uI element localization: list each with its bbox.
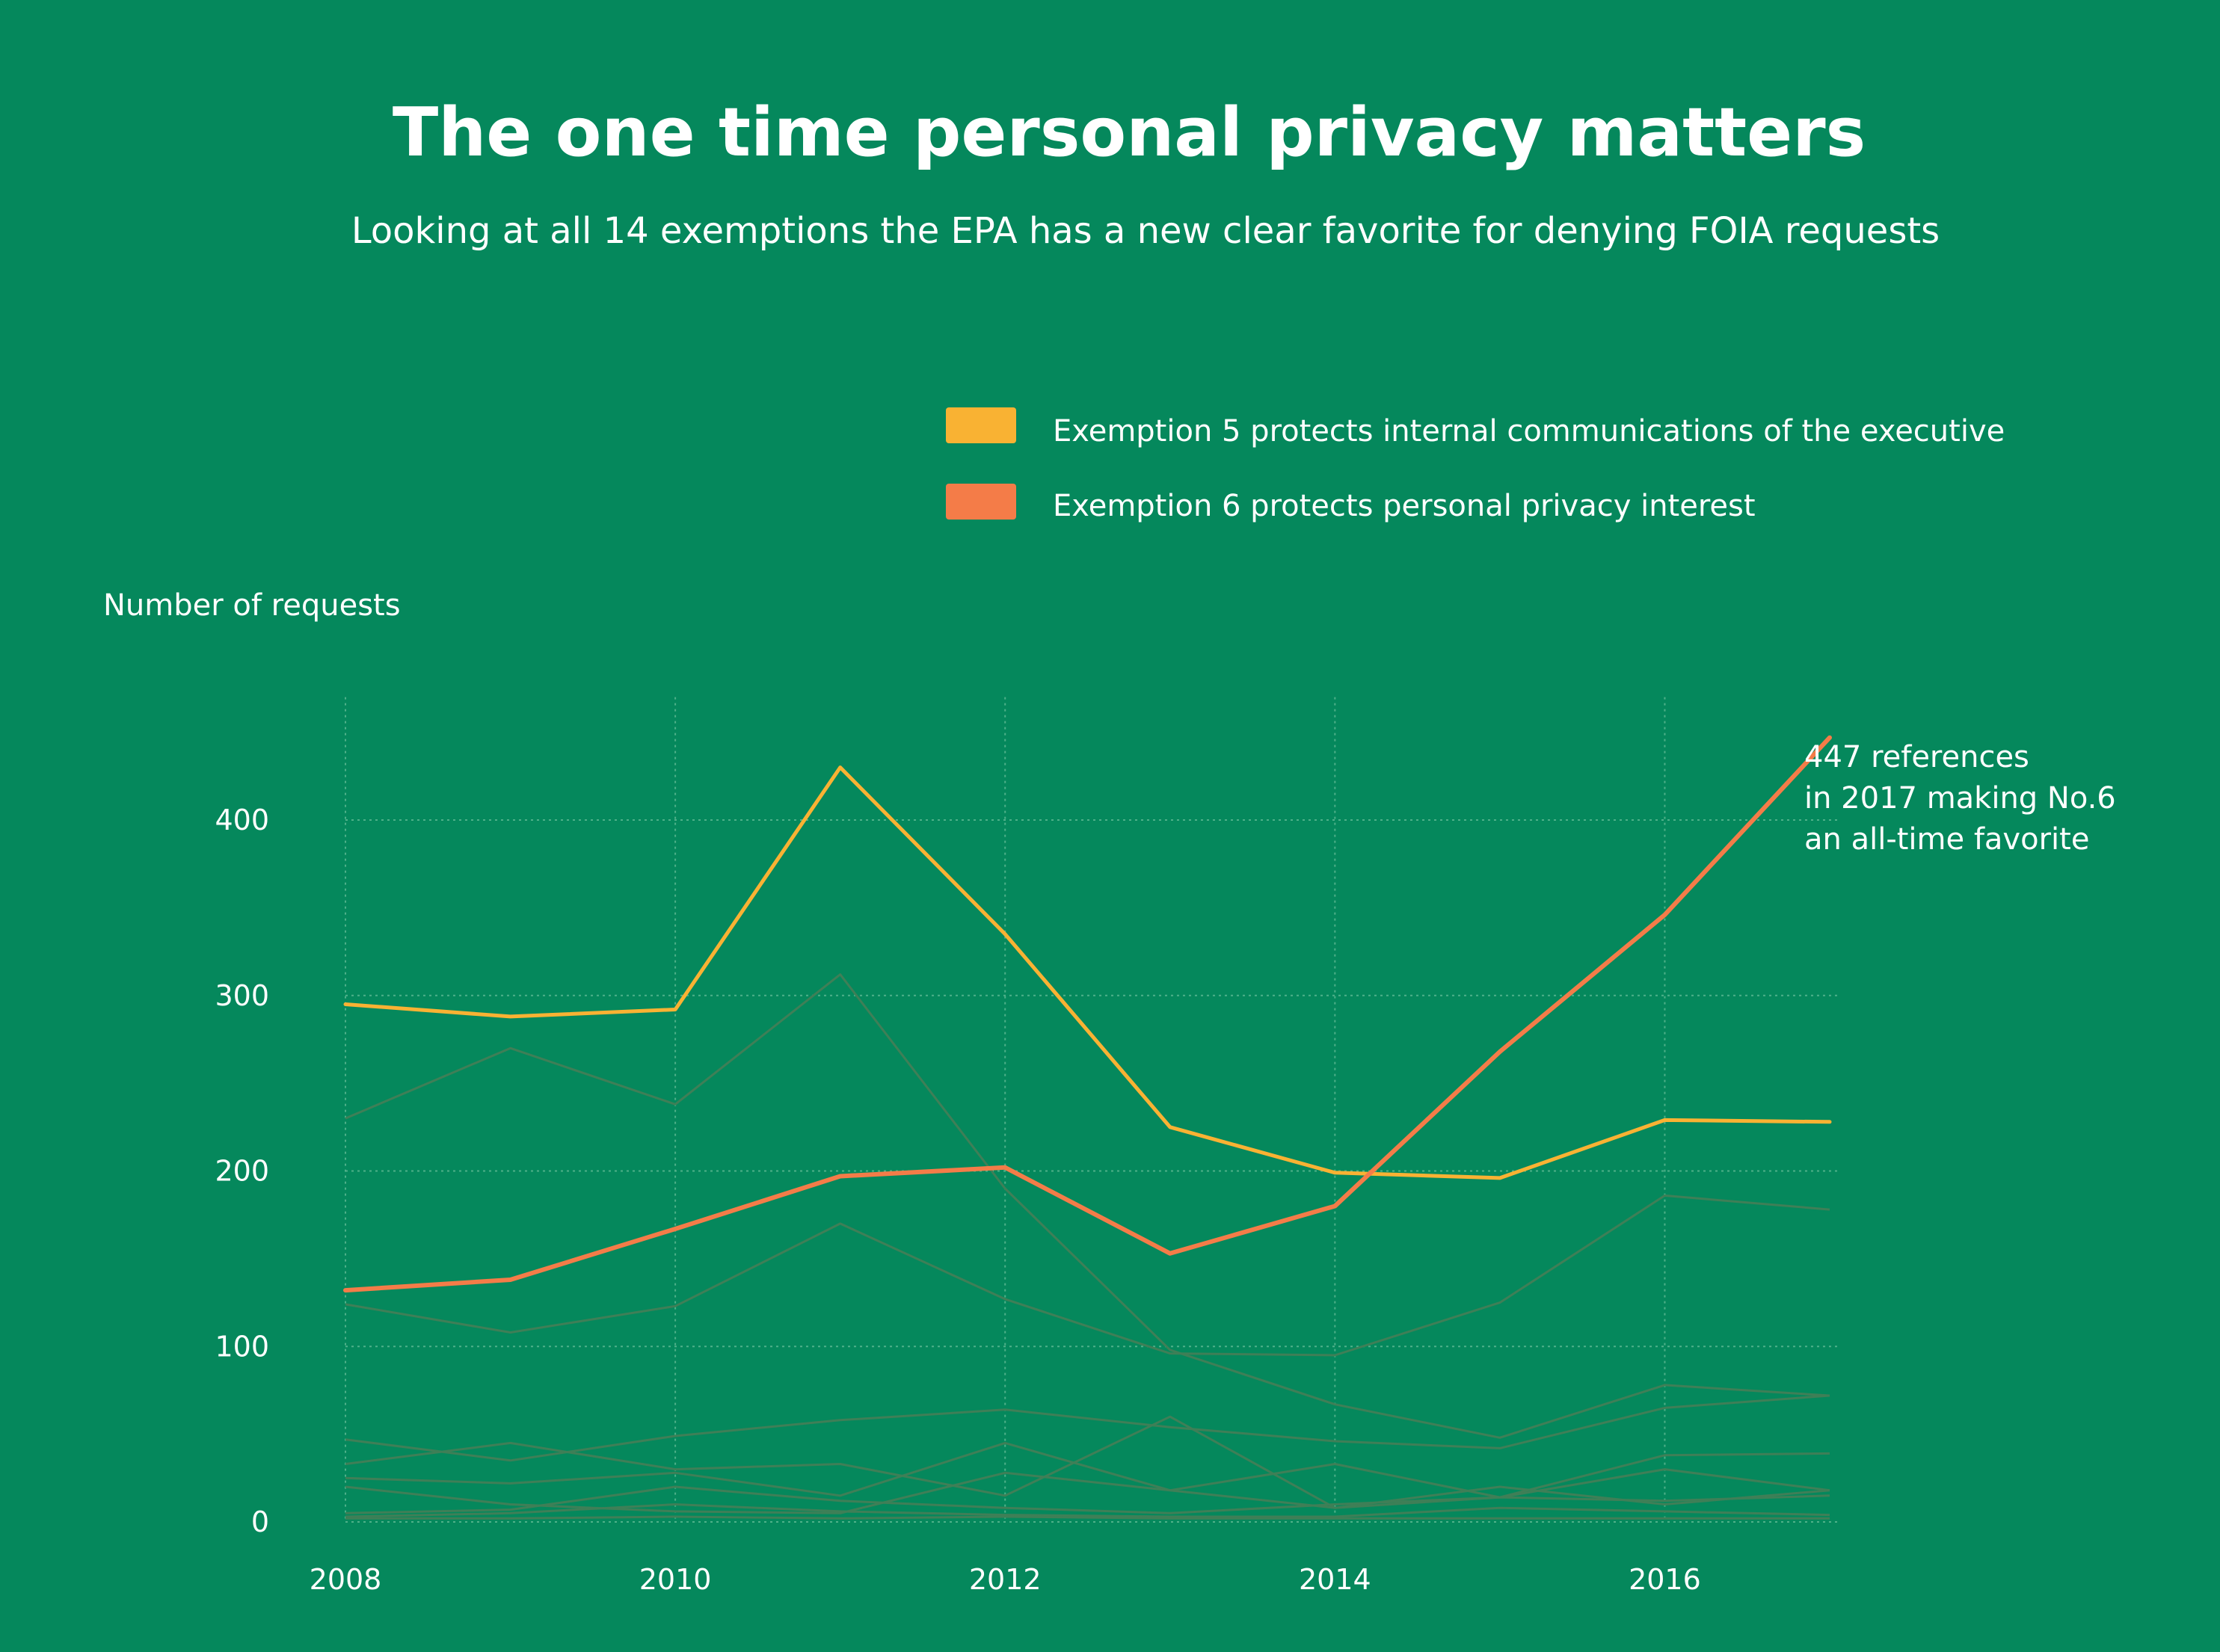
y-tick-300: 300 bbox=[215, 979, 269, 1012]
x-tick-2010: 2010 bbox=[639, 1563, 712, 1596]
x-tick-labels: 2008 2010 2012 2014 2016 bbox=[310, 1563, 1701, 1596]
annotation-line-2: in 2017 making No.6 bbox=[1804, 781, 2116, 816]
legend-swatch-exemption-5 bbox=[946, 407, 1016, 443]
y-axis-label: Number of requests bbox=[103, 588, 401, 623]
y-tick-200: 200 bbox=[215, 1155, 269, 1188]
gridlines bbox=[345, 697, 1838, 1523]
legend-swatch-exemption-6 bbox=[946, 484, 1016, 520]
annotation-line-3: an all-time favorite bbox=[1804, 822, 2089, 857]
series-line-exemption-5 bbox=[343, 765, 1832, 1180]
y-tick-400: 400 bbox=[215, 804, 269, 836]
series-line-exemption-6 bbox=[343, 735, 1832, 1293]
y-tick-100: 100 bbox=[215, 1330, 269, 1363]
x-tick-2012: 2012 bbox=[969, 1563, 1042, 1596]
background-series-line-7 bbox=[345, 1485, 1830, 1514]
background-series-line-3 bbox=[345, 1394, 1830, 1462]
legend: Exemption 5 protects internal communicat… bbox=[946, 407, 2005, 523]
chart-title: The one time personal privacy matters bbox=[393, 93, 1866, 172]
y-tick-0: 0 bbox=[251, 1505, 269, 1538]
background-series-line-2 bbox=[345, 1194, 1830, 1357]
background-series-line-9 bbox=[345, 1515, 1830, 1520]
annotation: 447 references in 2017 making No.6 an al… bbox=[1804, 740, 2116, 857]
legend-label-exemption-6: Exemption 6 protects personal privacy in… bbox=[1053, 489, 1756, 523]
background-series-line-8 bbox=[345, 1503, 1830, 1518]
x-tick-2014: 2014 bbox=[1299, 1563, 1371, 1596]
x-tick-2008: 2008 bbox=[310, 1563, 382, 1596]
background-series-line-1 bbox=[345, 973, 1830, 1439]
highlighted-series bbox=[343, 735, 1832, 1293]
background-series-line-5 bbox=[345, 1441, 1830, 1499]
chart-subtitle: Looking at all 14 exemptions the EPA has… bbox=[351, 210, 1940, 252]
background-series-line-4 bbox=[345, 1415, 1830, 1509]
y-tick-labels: 0 100 200 300 400 bbox=[215, 804, 269, 1538]
legend-label-exemption-5: Exemption 5 protects internal communicat… bbox=[1053, 414, 2005, 449]
background-series bbox=[345, 973, 1830, 1520]
annotation-line-1: 447 references bbox=[1804, 740, 2029, 774]
x-tick-2016: 2016 bbox=[1629, 1563, 1701, 1596]
